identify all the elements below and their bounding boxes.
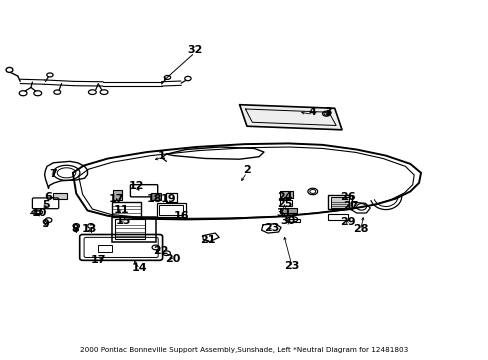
Text: 22: 22 xyxy=(153,246,168,256)
Bar xyxy=(53,193,67,199)
Text: 14: 14 xyxy=(132,263,147,273)
Text: 10: 10 xyxy=(32,208,47,218)
Bar xyxy=(328,195,351,210)
Text: 21: 21 xyxy=(200,235,215,245)
Text: 27: 27 xyxy=(343,201,358,211)
Text: 2: 2 xyxy=(243,165,250,175)
Text: 3: 3 xyxy=(324,107,331,117)
Text: 17: 17 xyxy=(90,255,106,265)
Bar xyxy=(112,202,141,217)
Text: 24: 24 xyxy=(276,192,292,202)
Text: 23: 23 xyxy=(263,224,279,233)
Text: 2000 Pontiac Bonneville Support Assembly,Sunshade, Left *Neutral Diagram for 124: 2000 Pontiac Bonneville Support Assembly… xyxy=(80,347,408,353)
Text: 6: 6 xyxy=(44,192,52,202)
Text: 4: 4 xyxy=(308,107,316,117)
Text: 29: 29 xyxy=(339,217,355,227)
Text: 28: 28 xyxy=(352,225,367,234)
Bar xyxy=(159,205,182,215)
Bar xyxy=(113,190,122,200)
Text: 17: 17 xyxy=(109,194,124,204)
Text: 23: 23 xyxy=(284,261,299,271)
Text: 18: 18 xyxy=(146,194,162,204)
Text: 12: 12 xyxy=(128,181,143,192)
Bar xyxy=(151,193,160,201)
Text: 8: 8 xyxy=(71,225,79,234)
Bar xyxy=(328,214,347,220)
Bar xyxy=(330,197,348,208)
Text: 11: 11 xyxy=(114,206,129,216)
Text: 5: 5 xyxy=(41,200,49,210)
Text: 9: 9 xyxy=(41,219,49,229)
Text: 20: 20 xyxy=(164,254,180,264)
Text: 1: 1 xyxy=(158,150,165,161)
Text: 16: 16 xyxy=(173,211,188,221)
Bar xyxy=(289,219,300,222)
Text: 25: 25 xyxy=(276,199,291,210)
Bar xyxy=(157,203,185,217)
Text: 26: 26 xyxy=(339,192,355,202)
Text: 15: 15 xyxy=(116,216,131,226)
Bar xyxy=(112,217,156,242)
Bar xyxy=(279,200,291,206)
Text: 7: 7 xyxy=(49,168,57,179)
Text: 32: 32 xyxy=(187,45,202,55)
Text: 31: 31 xyxy=(276,208,291,218)
Text: 19: 19 xyxy=(161,194,176,204)
Bar xyxy=(115,220,144,239)
Bar xyxy=(279,208,296,213)
Text: 30: 30 xyxy=(280,216,295,226)
Text: 13: 13 xyxy=(81,225,97,234)
Polygon shape xyxy=(239,105,341,130)
Bar xyxy=(165,193,177,202)
Bar xyxy=(279,192,293,198)
Bar xyxy=(98,245,112,252)
